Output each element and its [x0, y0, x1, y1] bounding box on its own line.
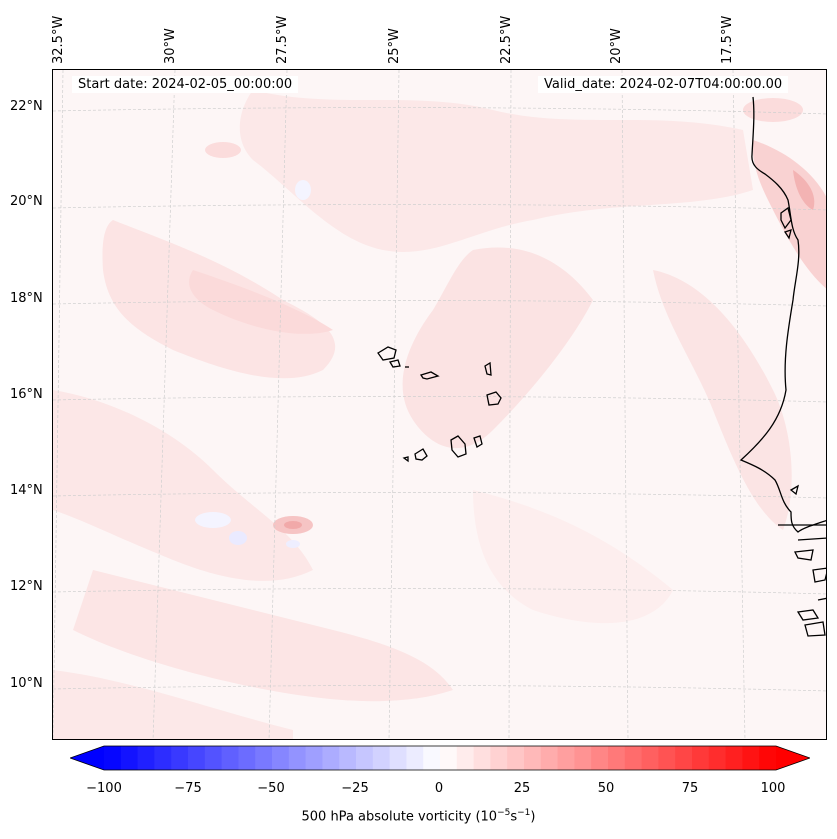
colorbar-segment [524, 746, 542, 770]
colorbar-segment [708, 746, 727, 770]
colorbar-extend-min [70, 746, 104, 770]
lat-label-18n: 18°N [10, 291, 43, 306]
lon-label-27-5w: 27.5°W [275, 15, 290, 64]
colorbar-segment [608, 746, 626, 770]
colorbar-segment [406, 746, 424, 770]
colorbar-segment [658, 746, 676, 770]
lat-label-16n: 16°N [10, 387, 43, 402]
colorbar-segment [339, 746, 357, 770]
vorticity-field [53, 70, 826, 739]
colorbar-segment [305, 746, 323, 770]
colorbar-segment [389, 746, 407, 770]
colorbar-tick-label: −75 [174, 781, 202, 796]
colorbar-tick-label: 50 [597, 781, 615, 796]
coastlines [377, 96, 826, 637]
lat-label-14n: 14°N [10, 483, 43, 498]
colorbar-segment [272, 746, 290, 770]
colorbar-segment [104, 746, 122, 770]
colorbar-segment [557, 746, 575, 770]
colorbar-segment [473, 746, 491, 770]
colorbar-segment [591, 746, 609, 770]
lat-label-12n: 12°N [10, 579, 43, 594]
colorbar-segment [423, 746, 441, 770]
graticule [53, 70, 826, 739]
colorbar-segment [154, 746, 172, 770]
colorbar-segment [288, 746, 307, 770]
colorbar-segment [675, 746, 693, 770]
colorbar-segment [742, 746, 760, 770]
lon-label-17-5w: 17.5°W [720, 15, 735, 64]
start-date-label: Start date: 2024-02-05_00:00:00 [72, 76, 299, 93]
colorbar-segment [204, 746, 223, 770]
colorbar-segment [540, 746, 559, 770]
map-panel [52, 69, 827, 740]
colorbar-segment [322, 746, 340, 770]
colorbar-tick-label: 100 [760, 781, 786, 796]
colorbar-tick-label: −25 [341, 781, 369, 796]
colorbar-label: 500 hPa absolute vorticity (10−5s−1) [301, 808, 536, 825]
colorbar-segment [507, 746, 525, 770]
colorbar-segment [120, 746, 139, 770]
lon-label-20w: 20°W [609, 28, 624, 64]
colorbar-tick-label: −50 [257, 781, 285, 796]
vorticity-contours [53, 70, 826, 739]
colorbar-segment [372, 746, 391, 770]
colorbar-segment [440, 746, 458, 770]
colorbar-segment [221, 746, 239, 770]
lat-label-22n: 22°N [10, 99, 43, 114]
colorbar-segment [759, 746, 777, 770]
colorbar-extend-max [776, 746, 810, 770]
lat-label-10n: 10°N [10, 676, 43, 691]
colorbar-segment [238, 746, 256, 770]
lon-label-32-5w: 32.5°W [51, 15, 66, 64]
colorbar-gradient [68, 745, 812, 771]
colorbar-segment [456, 746, 475, 770]
colorbar-segment [692, 746, 710, 770]
colorbar-segment [188, 746, 206, 770]
colorbar-segment [137, 746, 155, 770]
colorbar-segment [725, 746, 743, 770]
colorbar-tick-label: 0 [434, 781, 444, 796]
colorbar-segment [641, 746, 659, 770]
valid-date-label: Valid_date: 2024-02-07T04:00:00.00 [538, 76, 789, 93]
colorbar-segment [171, 746, 189, 770]
colorbar-segment [255, 746, 273, 770]
lon-label-25w: 25°W [387, 28, 402, 64]
colorbar-segment [624, 746, 643, 770]
colorbar-tick-label: −100 [86, 781, 122, 796]
colorbar-tick-label: 25 [513, 781, 531, 796]
lon-label-30w: 30°W [163, 28, 178, 64]
colorbar-tick-label: 75 [681, 781, 699, 796]
colorbar-segment [574, 746, 592, 770]
colorbar-segment [490, 746, 508, 770]
lat-label-20n: 20°N [10, 194, 43, 209]
colorbar-segment [356, 746, 374, 770]
colorbar [68, 744, 812, 776]
lon-label-22-5w: 22.5°W [499, 15, 514, 64]
